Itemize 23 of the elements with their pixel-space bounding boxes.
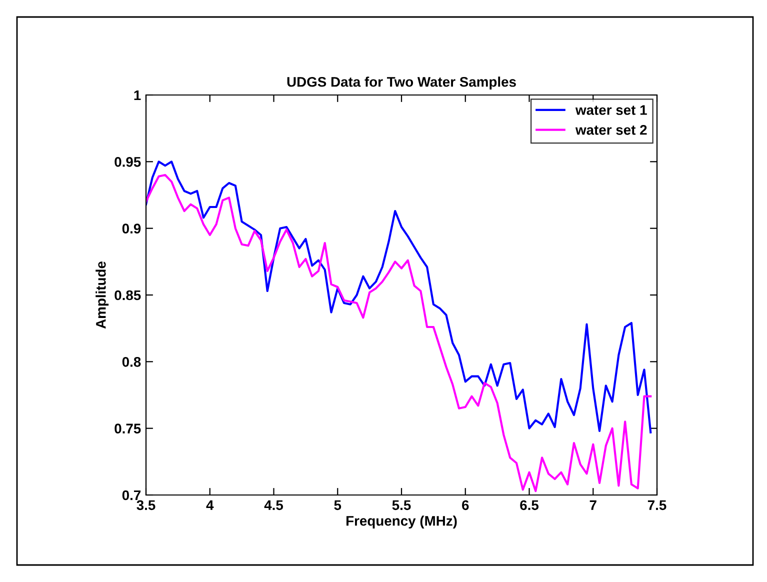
x-tick-label: 5.5 bbox=[392, 500, 411, 510]
x-tick-label: 4 bbox=[206, 500, 214, 510]
chart-title: UDGS Data for Two Water Samples bbox=[287, 76, 516, 90]
legend-label: water set 2 bbox=[575, 124, 647, 135]
y-axis-title: Amplitude bbox=[96, 262, 109, 329]
x-tick-label: 3.5 bbox=[136, 500, 156, 510]
y-tick-label: 0.75 bbox=[114, 424, 141, 434]
y-tick-label: 1 bbox=[134, 90, 141, 100]
x-tick-label: 6.5 bbox=[520, 500, 539, 510]
x-tick-label: 6 bbox=[462, 500, 469, 510]
x-axis-title: Frequency (MHz) bbox=[346, 516, 457, 529]
legend-label: water set 1 bbox=[575, 105, 647, 115]
x-tick-label: 7 bbox=[590, 500, 596, 510]
y-tick-label: 0.7 bbox=[122, 490, 141, 500]
x-tick-label: 4.5 bbox=[264, 500, 284, 510]
x-tick-label: 5 bbox=[334, 500, 342, 510]
line-series bbox=[146, 160, 652, 434]
y-tick-label: 0.85 bbox=[114, 290, 141, 300]
line-series bbox=[146, 174, 652, 492]
y-tick-label: 0.8 bbox=[122, 357, 141, 367]
y-tick-label: 0.95 bbox=[114, 157, 141, 167]
x-tick-label: 7.5 bbox=[648, 500, 666, 510]
y-tick-label: 0.9 bbox=[122, 224, 141, 234]
